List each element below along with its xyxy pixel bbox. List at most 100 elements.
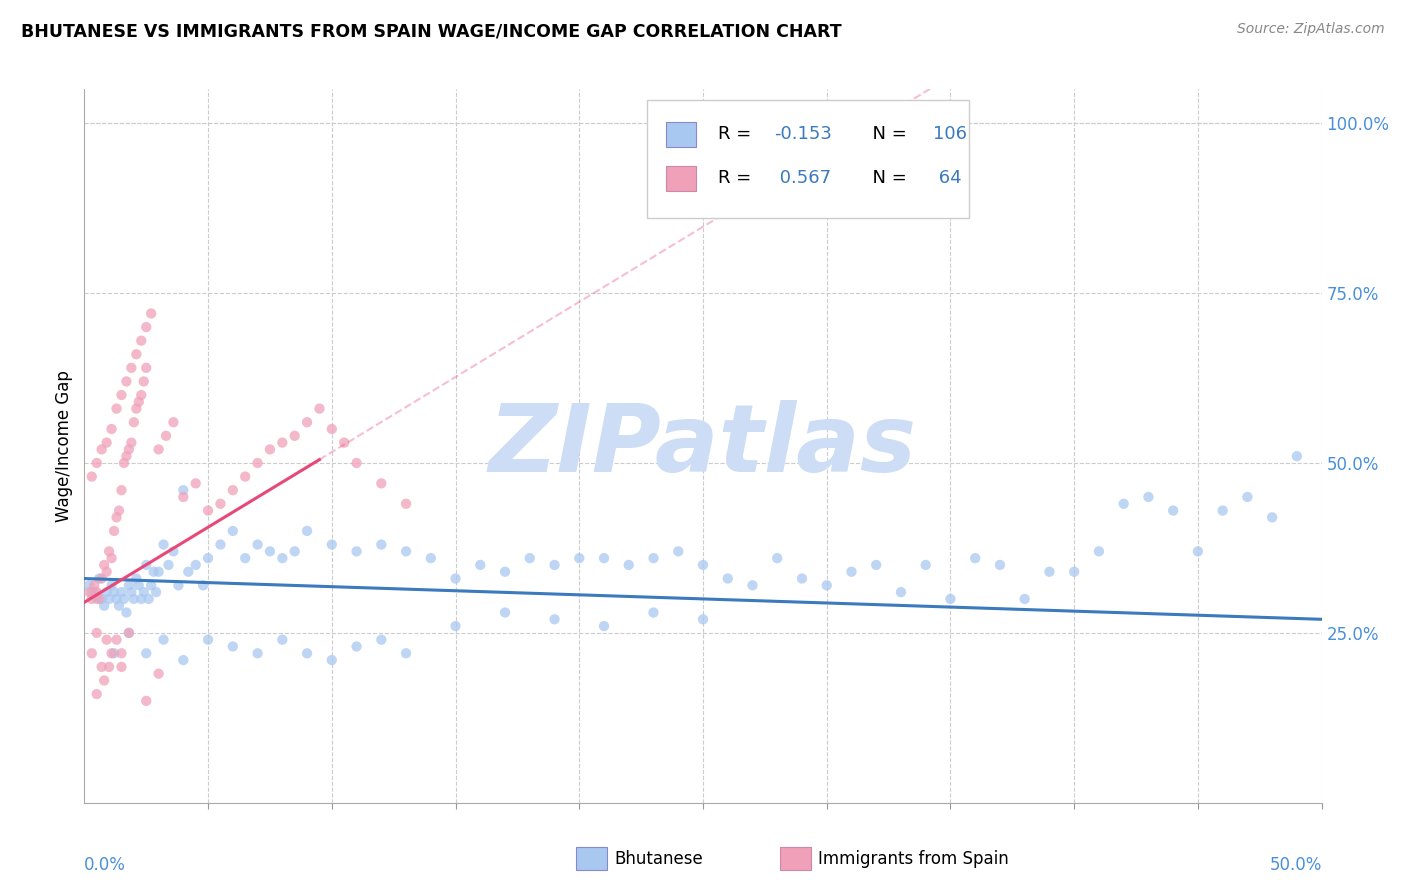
Point [118,578,141,592]
Point [666,544,689,558]
Point [135,360,157,375]
Point [222,524,245,538]
Point [1014,591,1036,606]
Point [108,503,131,517]
Point [815,578,838,592]
Point [89,591,111,606]
Point [741,578,763,592]
Point [284,429,307,443]
Point [105,510,128,524]
Point [100,578,122,592]
Point [148,565,170,579]
Point [494,606,516,620]
Point [122,591,145,606]
Point [197,632,219,647]
Point [346,456,368,470]
Point [120,585,142,599]
Text: -0.153: -0.153 [775,125,832,143]
Point [395,497,418,511]
Text: R =: R = [718,169,758,187]
Point [138,591,160,606]
Point [333,435,356,450]
Point [246,646,269,660]
FancyBboxPatch shape [666,121,696,146]
Point [617,558,640,572]
Point [83,578,105,592]
Point [790,572,813,586]
Point [233,469,256,483]
Text: 50.0%: 50.0% [1270,856,1322,874]
Point [259,442,281,457]
Point [1112,497,1135,511]
Point [643,606,665,620]
Point [90,572,112,586]
Point [80,591,103,606]
Point [83,585,105,599]
Point [890,585,912,599]
Point [86,456,108,470]
Point [129,388,152,402]
Text: ZIPatlas: ZIPatlas [489,400,917,492]
Point [112,591,135,606]
Point [209,537,232,551]
Point [129,334,152,348]
Point [184,558,207,572]
Point [90,442,112,457]
Point [105,401,128,416]
Point [118,626,141,640]
Point [100,422,122,436]
Point [271,632,294,647]
Point [308,401,330,416]
Point [1038,565,1060,579]
Point [115,449,138,463]
Point [155,429,177,443]
Point [96,565,118,579]
Point [568,551,591,566]
Point [841,565,863,579]
Point [86,626,108,640]
Point [593,551,616,566]
Point [222,640,245,654]
Point [177,565,200,579]
Point [717,572,740,586]
Point [110,660,132,674]
Point [90,591,112,606]
Point [444,572,467,586]
Point [233,551,256,566]
Point [766,551,789,566]
Point [157,558,180,572]
Point [172,653,194,667]
Point [284,544,307,558]
Point [98,544,121,558]
Point [135,694,157,708]
Point [321,653,343,667]
Point [914,558,936,572]
Point [543,558,565,572]
Point [939,591,962,606]
Point [444,619,467,633]
Point [98,591,121,606]
Point [100,551,122,566]
Point [1063,565,1085,579]
Point [103,646,125,660]
Point [86,585,108,599]
Point [152,632,174,647]
Point [135,558,157,572]
Point [295,524,318,538]
Text: Source: ZipAtlas.com: Source: ZipAtlas.com [1237,22,1385,37]
Point [135,646,157,660]
Point [103,524,125,538]
Point [132,375,155,389]
Point [93,558,115,572]
Point [1212,503,1234,517]
Point [395,646,418,660]
Point [965,551,987,566]
Text: 0.0%: 0.0% [84,856,127,874]
Text: R =: R = [718,125,758,143]
Point [110,646,132,660]
Point [86,591,108,606]
Point [105,632,128,647]
Point [271,551,294,566]
Text: 0.567: 0.567 [775,169,831,187]
Point [125,347,148,361]
